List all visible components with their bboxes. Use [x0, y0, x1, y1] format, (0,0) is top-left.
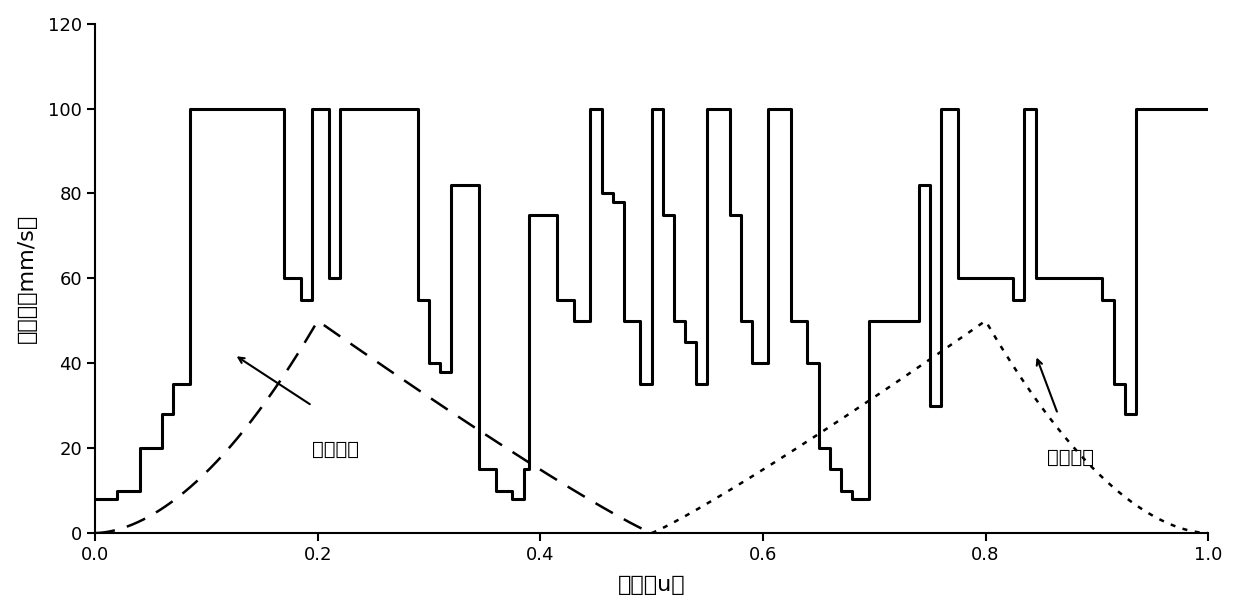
Text: 正向扫描: 正向扫描: [312, 439, 359, 458]
Text: 反向扫描: 反向扫描: [1047, 448, 1094, 467]
X-axis label: 参数（u）: 参数（u）: [618, 575, 685, 595]
Y-axis label: 进给率（mm/s）: 进给率（mm/s）: [16, 214, 37, 343]
